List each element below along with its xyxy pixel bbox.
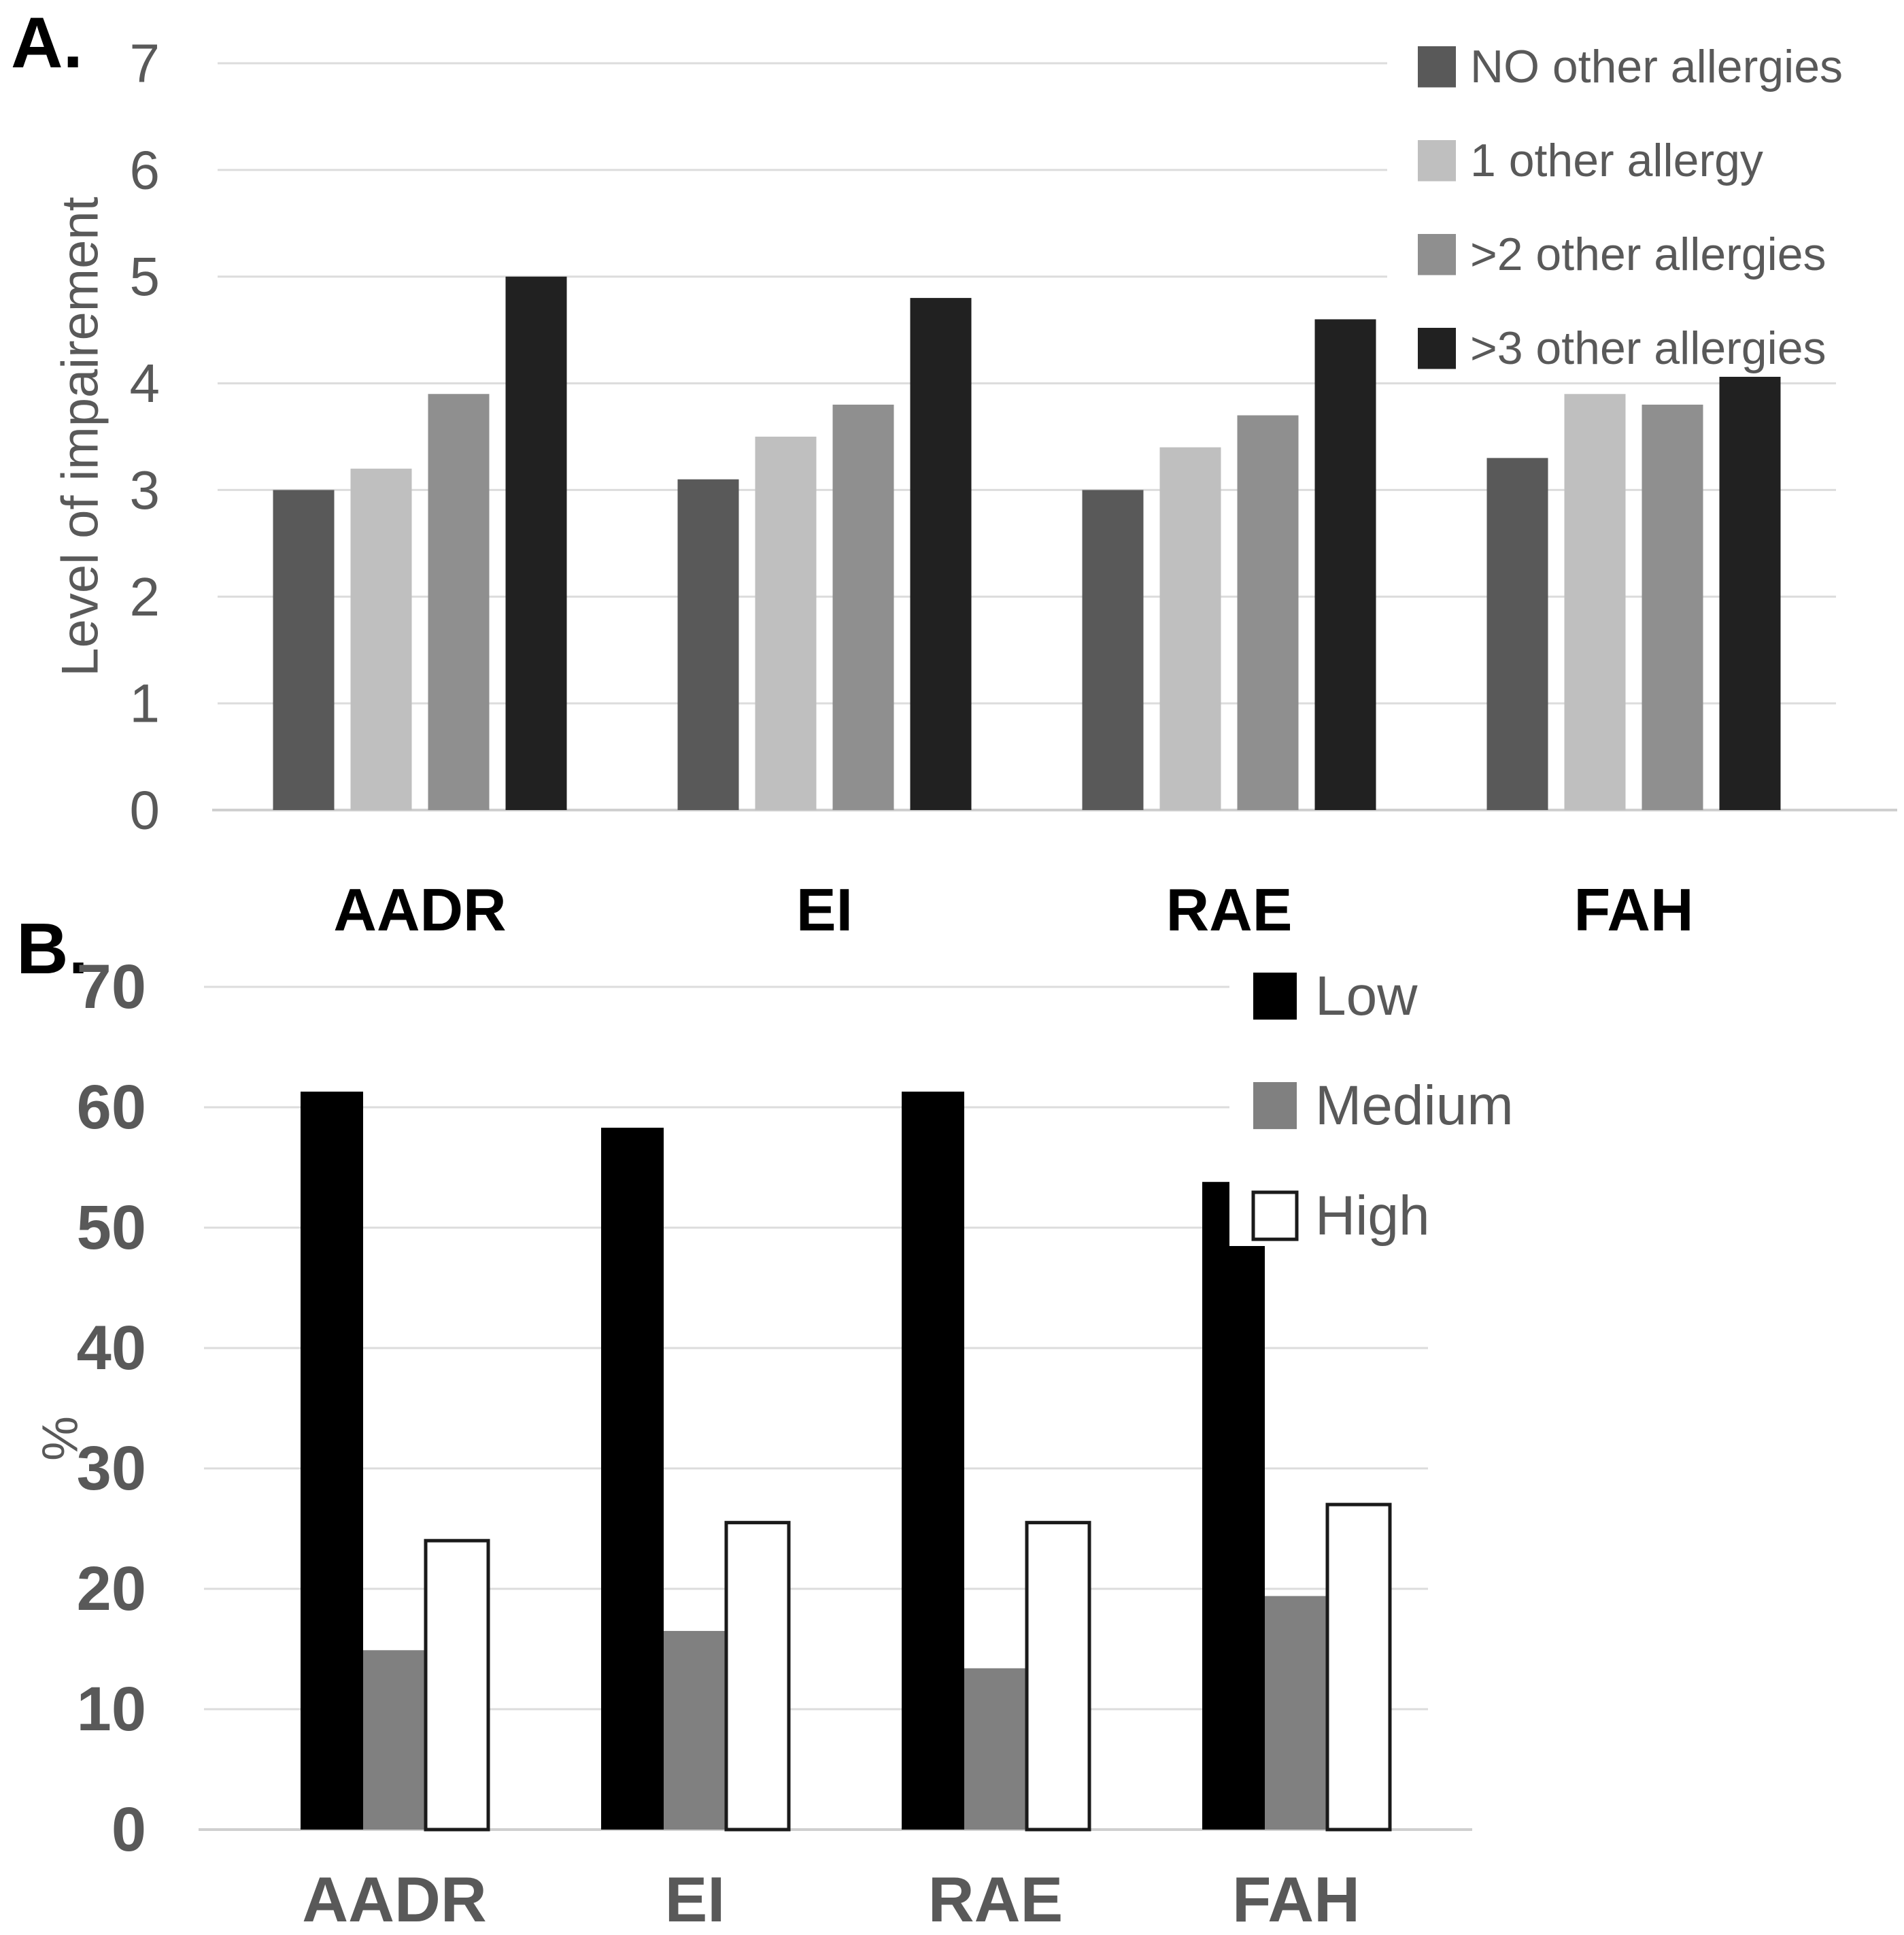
- bar-high-ei: [724, 1521, 791, 1832]
- legend-label-no-other-allergies: NO other allergies: [1470, 41, 1843, 92]
- bar-medium-aadr: [363, 1650, 426, 1830]
- y-tick-label-30: 30: [77, 1434, 146, 1503]
- legend-swatch-3-other-allergies: [1418, 328, 1456, 369]
- category-label-fah: FAH: [1232, 1864, 1360, 1935]
- bar-high-fah: [1325, 1502, 1392, 1832]
- category-label-ei: EI: [665, 1864, 726, 1935]
- bar-1-other-allergy-rae: [1159, 447, 1221, 810]
- bar-3-other-allergies-rae: [1314, 319, 1376, 811]
- bar-1-other-allergy-fah: [1564, 394, 1626, 810]
- chart-b-severity-percent-bars: 0 10 20 30 40 50 60 70% AADR EI RAE FAH Low Medium Hig…: [32, 952, 1614, 1935]
- bar-1-other-allergy-aadr: [350, 469, 412, 810]
- bar-no-other-allergies-rae: [1082, 490, 1144, 810]
- y-tick-label-5: 5: [130, 246, 160, 307]
- bar-no-other-allergies-ei: [677, 479, 739, 810]
- bar-low-rae: [902, 1091, 964, 1830]
- legend-swatch-2-other-allergies: [1418, 234, 1456, 275]
- legend-swatch-no-other-allergies: [1418, 46, 1456, 88]
- bar-medium-ei: [664, 1630, 726, 1830]
- bar-2-other-allergies-rae: [1237, 415, 1299, 810]
- y-tick-label-4: 4: [130, 353, 160, 414]
- bar-2-other-allergies-fah: [1642, 404, 1703, 810]
- y-tick-label-2: 2: [130, 567, 160, 627]
- y-axis-title: %: [32, 1416, 88, 1461]
- bar-low-ei: [601, 1128, 664, 1830]
- legend-swatch-1-other-allergy: [1418, 140, 1456, 182]
- bar-3-other-allergies-ei: [910, 298, 972, 810]
- bar-3-other-allergies-aadr: [505, 276, 567, 811]
- y-tick-label-70: 70: [77, 952, 146, 1022]
- bar-high-rae: [1025, 1521, 1091, 1832]
- category-label-rae: RAE: [1166, 876, 1293, 943]
- bar-medium-fah: [1265, 1596, 1327, 1830]
- legend-swatch-high: [1251, 1190, 1299, 1241]
- y-tick-label-0: 0: [130, 780, 160, 841]
- category-label-rae: RAE: [928, 1864, 1063, 1935]
- y-axis-title: Level of impairement: [52, 197, 109, 676]
- legend-label-high: High: [1315, 1185, 1430, 1247]
- bar-3-other-allergies-fah: [1719, 308, 1781, 810]
- bar-high-aadr: [424, 1538, 490, 1832]
- y-tick-label-3: 3: [130, 460, 160, 520]
- bar-no-other-allergies-aadr: [273, 490, 335, 810]
- y-tick-label-10: 10: [77, 1675, 146, 1744]
- legend-background: [1387, 20, 1903, 377]
- bar-medium-rae: [964, 1668, 1027, 1830]
- chart-a-impairment-grouped-bars: 0 1 2 3 4 5 6 7 Level of impairement AADR EI RAE FAH…: [52, 20, 1903, 943]
- bar-2-other-allergies-aadr: [428, 394, 490, 810]
- bar-1-other-allergy-ei: [755, 437, 817, 810]
- panel-a-label: A.: [11, 3, 83, 83]
- category-label-ei: EI: [796, 876, 853, 943]
- y-tick-label-0: 0: [112, 1795, 146, 1864]
- bar-low-aadr: [301, 1091, 363, 1830]
- bar-no-other-allergies-fah: [1486, 458, 1548, 810]
- y-tick-label-60: 60: [77, 1073, 146, 1142]
- legend-label-1-other-allergy: 1 other allergy: [1470, 135, 1763, 186]
- legend-label-medium: Medium: [1315, 1075, 1514, 1137]
- category-label-fah: FAH: [1574, 876, 1694, 943]
- legend-label-2-other-allergies: >2 other allergies: [1470, 229, 1826, 280]
- y-tick-label-1: 1: [130, 673, 160, 734]
- y-tick-label-7: 7: [130, 33, 160, 94]
- legend-label-3-other-allergies: >3 other allergies: [1470, 322, 1826, 374]
- y-tick-label-50: 50: [77, 1193, 146, 1262]
- panel-b-label: B.: [16, 909, 88, 989]
- y-tick-label-6: 6: [130, 139, 160, 200]
- y-tick-label-20: 20: [77, 1554, 146, 1623]
- y-tick-label-40: 40: [77, 1313, 146, 1383]
- category-label-aadr: AADR: [333, 876, 506, 943]
- legend-swatch-low: [1253, 973, 1297, 1020]
- category-label-aadr: AADR: [302, 1864, 487, 1935]
- legend-swatch-medium: [1253, 1082, 1297, 1130]
- legend-label-low: Low: [1315, 965, 1418, 1027]
- bar-2-other-allergies-ei: [832, 404, 894, 810]
- bar-low-fah: [1202, 1181, 1265, 1830]
